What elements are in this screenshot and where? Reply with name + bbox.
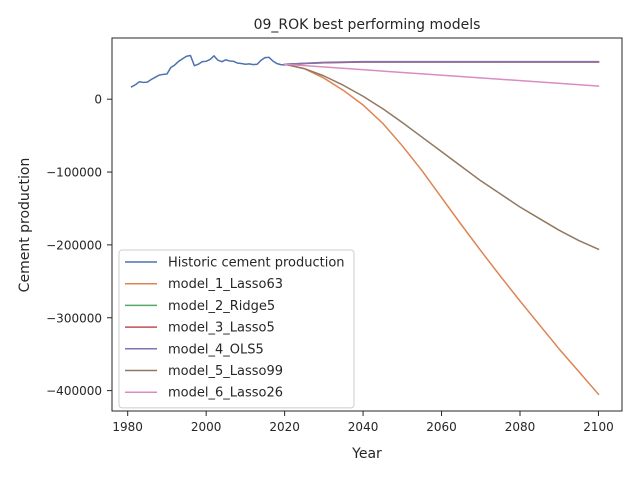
axes-frame <box>111 37 623 412</box>
series-layer <box>130 54 600 396</box>
y-axis-ticks: 0 −100000 −200000 −300000 −400000 <box>46 93 112 398</box>
y-axis-label: Cement production <box>17 158 33 293</box>
x-tick-label: 2000 <box>191 420 222 434</box>
legend-box <box>118 249 355 409</box>
x-tick-label: 2020 <box>269 420 300 434</box>
x-tick-label: 2060 <box>426 420 457 434</box>
chart-title: 09_ROK best performing models <box>254 17 481 33</box>
x-tick-label: 1980 <box>112 420 143 434</box>
x-axis-label: Year <box>351 446 382 462</box>
legend-label-model-2-ridge5: model_2_Ridge5 <box>168 299 275 314</box>
legend: Historic cement production model_1_Lasso6… <box>118 249 355 409</box>
legend-label-model-1-lasso63: model_1_Lasso63 <box>168 277 283 292</box>
y-tick-label: 0 <box>94 93 102 107</box>
x-tick-label: 2040 <box>348 420 379 434</box>
legend-label-model-3-lasso5: model_3_Lasso5 <box>168 321 275 336</box>
y-tick-label: −300000 <box>46 311 102 325</box>
x-tick-label: 2100 <box>583 420 614 434</box>
y-tick-label: −100000 <box>46 166 102 180</box>
x-tick-label: 2080 <box>505 420 536 434</box>
legend-label-historic-cement-production: Historic cement production <box>168 256 345 271</box>
series-line-model-5-lasso99 <box>283 63 600 251</box>
y-tick-label: −400000 <box>46 384 102 398</box>
series-line-model-4-ols5 <box>283 60 600 66</box>
series-line-historic-cement-production <box>130 54 286 88</box>
x-axis-ticks: 1980 2000 2020 2040 2060 2080 2100 <box>112 411 614 434</box>
legend-label-model-4-ols5: model_4_OLS5 <box>168 342 264 357</box>
y-tick-label: −200000 <box>46 238 102 252</box>
series-line-model-1-lasso63 <box>283 63 600 396</box>
legend-label-model-5-lasso99: model_5_Lasso99 <box>168 364 283 379</box>
legend-label-model-6-lasso26: model_6_Lasso26 <box>168 386 283 401</box>
series-line-model-6-lasso26 <box>283 63 600 87</box>
